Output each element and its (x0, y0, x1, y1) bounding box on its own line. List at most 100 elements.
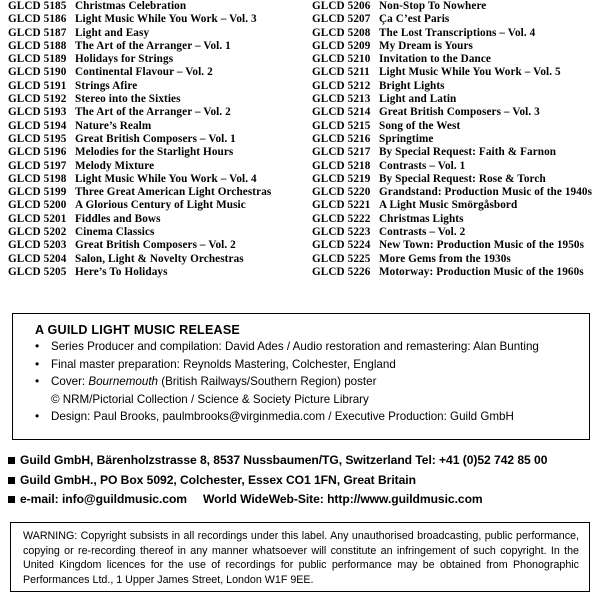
catalogue-title: Melodies for the Starlight Hours (75, 146, 234, 159)
catalogue-code: GLCD 5206 (312, 0, 371, 12)
release-credits-list: • Series Producer and compilation: David … (13, 338, 589, 426)
release-credit-line: © NRM/Pictorial Collection / Science & S… (35, 391, 589, 409)
catalogue-code: GLCD 5221 (312, 199, 371, 212)
contact-email[interactable]: e-mail: info@guildmusic.com (20, 492, 188, 506)
catalogue-row: GLCD 5206 Non-Stop To Nowhere (312, 0, 600, 13)
release-info-box: A GUILD LIGHT MUSIC RELEASE • Series Prod… (12, 313, 590, 440)
contact-address-great-britain: Guild GmbH., PO Box 5092, Colchester, Es… (20, 472, 416, 487)
copyright-warning-text: WARNING: Copyright subsists in all recor… (23, 530, 579, 586)
release-credit-line: • Cover: Bournemouth (British Railways/So… (35, 373, 589, 391)
copyright-warning-box: WARNING: Copyright subsists in all recor… (10, 522, 590, 592)
catalogue-title: Bright Lights (379, 79, 445, 92)
bullet-icon: • (35, 374, 40, 389)
catalogue-code: GLCD 5185 (8, 0, 67, 12)
catalogue-row: GLCD 5215 Song of the West (312, 120, 600, 133)
catalogue-title: Springtime (379, 132, 434, 145)
catalogue-title: Grandstand: Production Music of the 1940… (379, 186, 593, 199)
catalogue-title: Great British Composers – Vol. 3 (379, 106, 540, 119)
catalogue-code: GLCD 5202 (8, 226, 67, 239)
catalogue-title: Salon, Light & Novelty Orchestras (75, 252, 244, 265)
catalogue-row: GLCD 5194 Nature’s Realm (8, 120, 300, 133)
catalogue-title: Light Music While You Work – Vol. 5 (379, 66, 561, 79)
catalogue-title: Strings Afire (75, 79, 138, 92)
square-bullet-icon (8, 457, 15, 465)
catalogue-row: GLCD 5197 Melody Mixture (8, 160, 300, 173)
catalogue-row: GLCD 5187 Light and Easy (8, 27, 300, 40)
catalogue-code: GLCD 5195 (8, 132, 67, 145)
catalogue-code: GLCD 5204 (8, 252, 67, 265)
catalogue-title: A Glorious Century of Light Music (75, 199, 246, 212)
release-credit-text: Design: Paul Brooks, paulmbrooks@virginm… (51, 410, 514, 424)
release-credit-text: (British Railways/Southern Region) poste… (157, 375, 377, 389)
catalogue-code: GLCD 5193 (8, 106, 67, 119)
release-credit-line: • Final master preparation: Reynolds Mast… (35, 356, 589, 374)
catalogue-title: Non-Stop To Nowhere (379, 0, 487, 12)
catalogue-title: Christmas Celebration (75, 0, 187, 12)
contact-block: Guild GmbH, Bärenholzstrasse 8, 8537 Nus… (8, 451, 600, 510)
catalogue-title: The Lost Transcriptions – Vol. 4 (379, 26, 536, 39)
catalogue-code: GLCD 5216 (312, 132, 371, 145)
catalogue-row: GLCD 5195 Great British Composers – Vol. … (8, 133, 300, 146)
catalogue-title: Continental Flavour – Vol. 2 (75, 66, 213, 79)
catalogue-row: GLCD 5224 New Town: Production Music of t… (312, 239, 600, 252)
catalogue-title: Light and Latin (379, 93, 457, 106)
catalogue-code: GLCD 5208 (312, 26, 371, 39)
catalogue-title: Contrasts – Vol. 2 (379, 226, 466, 239)
catalogue-row: GLCD 5210 Invitation to the Dance (312, 53, 600, 66)
catalogue-column-right: GLCD 5206 Non-Stop To Nowhere GLCD 5207 Ça … (300, 0, 600, 296)
catalogue-row: GLCD 5201 Fiddles and Bows (8, 213, 300, 226)
catalogue-code: GLCD 5199 (8, 186, 67, 199)
catalogue-row: GLCD 5222 Christmas Lights (312, 213, 600, 226)
catalogue-code: GLCD 5188 (8, 39, 67, 52)
catalogue-row: GLCD 5198 Light Music While You Work – Vo… (8, 173, 300, 186)
catalogue-row: GLCD 5213 Light and Latin (312, 93, 600, 106)
contact-website[interactable]: World WideWeb-Site: http://www.guildmusi… (203, 492, 483, 506)
catalogue-title: Ça C’est Paris (379, 13, 450, 26)
catalogue-row: GLCD 5185 Christmas Celebration (8, 0, 300, 13)
catalogue-title: My Dream is Yours (379, 39, 473, 52)
catalogue-code: GLCD 5186 (8, 13, 67, 26)
catalogue-title: Light Music While You Work – Vol. 4 (75, 172, 257, 185)
catalogue-title: By Special Request: Rose & Torch (379, 172, 546, 185)
catalogue-title: Contrasts – Vol. 1 (379, 159, 466, 172)
catalogue-row: GLCD 5199 Three Great American Light Orch… (8, 186, 300, 199)
catalogue-title: Holidays for Strings (75, 53, 174, 66)
catalogue-title: The Art of the Arranger – Vol. 1 (75, 39, 231, 52)
catalogue-row: GLCD 5225 More Gems from the 1930s (312, 253, 600, 266)
catalogue-title: Christmas Lights (379, 212, 464, 225)
catalogue-title: Light and Easy (75, 26, 150, 39)
release-credit-text: Series Producer and compilation: David A… (51, 340, 539, 353)
catalogue-row: GLCD 5220 Grandstand: Production Music of… (312, 186, 600, 199)
catalogue-code: GLCD 5201 (8, 212, 67, 225)
catalogue-title: Stereo into the Sixties (75, 93, 181, 106)
release-credit-line: • Design: Paul Brooks, paulmbrooks@virgin… (35, 408, 589, 426)
catalogue-row: GLCD 5223 Contrasts – Vol. 2 (312, 226, 600, 239)
catalogue-row: GLCD 5186 Light Music While You Work – Vo… (8, 13, 300, 26)
catalogue-row: GLCD 5214 Great British Composers – Vol. … (312, 106, 600, 119)
catalogue-code: GLCD 5190 (8, 66, 67, 79)
catalogue-title: Great British Composers – Vol. 2 (75, 239, 236, 252)
catalogue-row: GLCD 5226 Motorway: Production Music of t… (312, 266, 600, 279)
catalogue-row: GLCD 5208 The Lost Transcriptions – Vol. … (312, 27, 600, 40)
catalogue-title: Three Great American Light Orchestras (75, 186, 272, 199)
catalogue-title: A Light Music Smörgåsbord (379, 199, 518, 212)
catalogue-code: GLCD 5219 (312, 172, 371, 185)
catalogue-title: Motorway: Production Music of the 1960s (379, 265, 584, 278)
catalogue-code: GLCD 5209 (312, 39, 371, 52)
catalogue-row: GLCD 5218 Contrasts – Vol. 1 (312, 160, 600, 173)
catalogue-code: GLCD 5218 (312, 159, 371, 172)
release-title: A GUILD LIGHT MUSIC RELEASE (35, 323, 241, 337)
contact-address-switzerland: Guild GmbH, Bärenholzstrasse 8, 8537 Nus… (20, 453, 548, 467)
catalogue-code: GLCD 5215 (312, 119, 371, 132)
catalogue-code: GLCD 5198 (8, 172, 67, 185)
catalogue-row: GLCD 5189 Holidays for Strings (8, 53, 300, 66)
catalogue-row: GLCD 5209 My Dream is Yours (312, 40, 600, 53)
catalogue-row: GLCD 5207 Ça C’est Paris (312, 13, 600, 26)
release-credit-text: © NRM/Pictorial Collection / Science & S… (51, 392, 369, 406)
catalogue-row: GLCD 5203 Great British Composers – Vol. … (8, 239, 300, 252)
catalogue-code: GLCD 5197 (8, 159, 67, 172)
catalogue-code: GLCD 5222 (312, 212, 371, 225)
catalogue-row: GLCD 5204 Salon, Light & Novelty Orchestr… (8, 253, 300, 266)
catalogue-code: GLCD 5220 (312, 186, 371, 199)
catalogue-title: Fiddles and Bows (75, 212, 161, 225)
